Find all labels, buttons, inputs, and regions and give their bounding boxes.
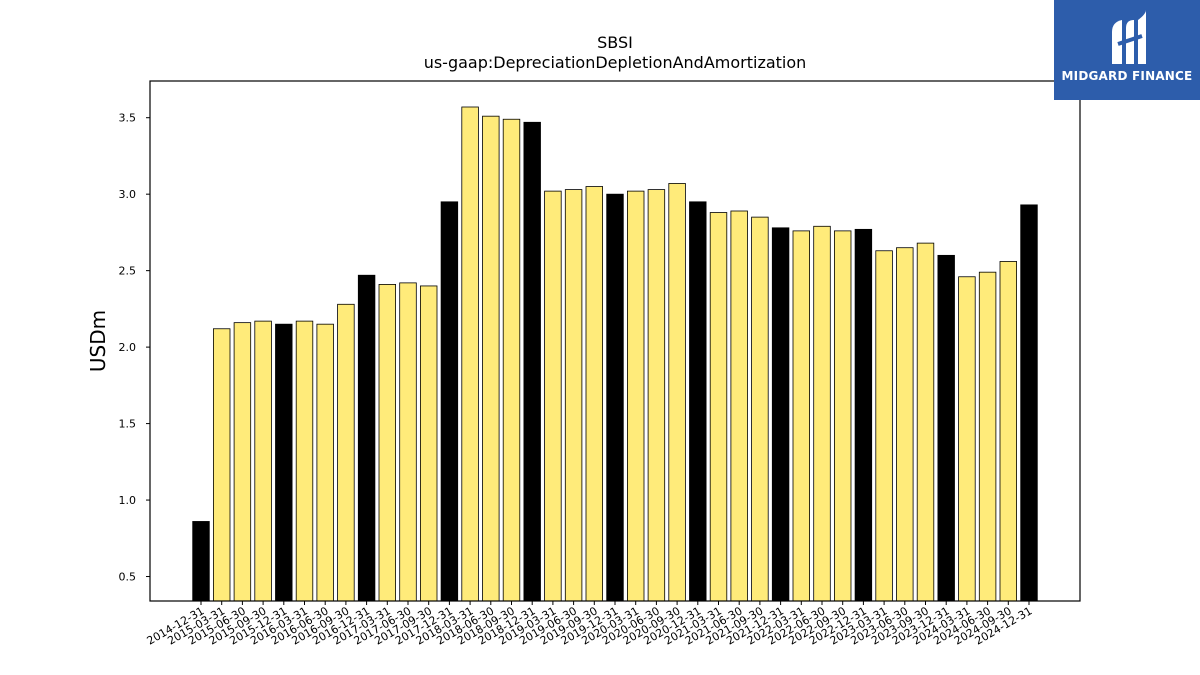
- bar-2020-09-30: [668, 183, 686, 602]
- bar-2021-03-31: [709, 212, 728, 602]
- plot-frame: [149, 80, 1081, 602]
- midgard-logo-icon: [1112, 10, 1146, 64]
- y-tick-label: 3.0: [119, 188, 137, 201]
- brand-logo: MIDGARD FINANCE: [1054, 0, 1200, 100]
- bar-2018-06-30: [482, 115, 500, 602]
- bar-2023-06-30: [896, 247, 914, 602]
- bars-group: [192, 106, 1038, 602]
- bar-2015-12-31: [275, 323, 293, 602]
- bar-2021-12-31: [771, 227, 790, 602]
- bar-2022-09-30: [834, 230, 852, 602]
- brand-name: MIDGARD FINANCE: [1061, 69, 1193, 83]
- bar-2020-06-30: [647, 189, 666, 602]
- y-tick-label: 0.5: [119, 571, 137, 584]
- y-axis-label: USDm: [86, 310, 110, 372]
- bar-2017-06-30: [399, 282, 417, 602]
- bar-2016-12-31: [357, 274, 376, 602]
- bar-2023-03-31: [875, 250, 893, 602]
- bar-2020-03-31: [627, 190, 645, 602]
- x-axis-ticks: 2014-12-312015-03-312015-06-302015-09-30…: [145, 601, 1035, 648]
- bar-2016-06-30: [316, 323, 334, 602]
- y-tick-label: 3.5: [119, 112, 137, 125]
- bar-2022-12-31: [854, 228, 873, 602]
- bar-2021-09-30: [751, 216, 769, 602]
- bar-2015-06-30: [233, 322, 252, 602]
- bar-2015-03-31: [212, 328, 231, 602]
- bar-2019-12-31: [606, 193, 624, 602]
- bar-2018-12-31: [523, 121, 541, 602]
- bar-2022-06-30: [813, 225, 831, 602]
- bar-2017-12-31: [440, 201, 459, 602]
- chart-subtitle: us-gaap:DepreciationDepletionAndAmortiza…: [424, 53, 807, 72]
- bar-2022-03-31: [792, 230, 811, 602]
- bar-2017-03-31: [378, 284, 397, 602]
- bar-2024-03-31: [958, 276, 976, 602]
- y-tick-label: 2.5: [119, 265, 137, 278]
- bar-2014-12-31: [192, 521, 210, 602]
- bar-2024-12-31: [1020, 204, 1038, 602]
- bar-2021-06-30: [730, 210, 748, 602]
- y-tick-label: 1.5: [119, 418, 137, 431]
- chart-title: SBSI: [597, 33, 633, 52]
- y-tick-label: 2.0: [119, 341, 137, 354]
- bar-2019-03-31: [544, 190, 562, 602]
- bar-2016-03-31: [295, 320, 314, 602]
- y-axis-ticks: 0.5 1.0 1.5 2.0 2.5 3.0 3.5: [119, 112, 150, 584]
- bar-2017-09-30: [419, 285, 438, 602]
- bar-2024-09-30: [999, 261, 1018, 602]
- bar-2023-09-30: [916, 242, 935, 602]
- bar-2020-12-31: [689, 201, 707, 602]
- bar-2023-12-31: [937, 254, 955, 602]
- bar-2019-06-30: [564, 189, 583, 602]
- bar-2018-03-31: [461, 106, 479, 602]
- bar-2018-09-30: [502, 118, 521, 602]
- bar-2019-09-30: [585, 186, 604, 602]
- bar-2024-06-30: [978, 271, 997, 602]
- bar-2016-09-30: [337, 303, 355, 602]
- bar-2015-09-30: [254, 320, 272, 602]
- y-tick-label: 1.0: [119, 494, 137, 507]
